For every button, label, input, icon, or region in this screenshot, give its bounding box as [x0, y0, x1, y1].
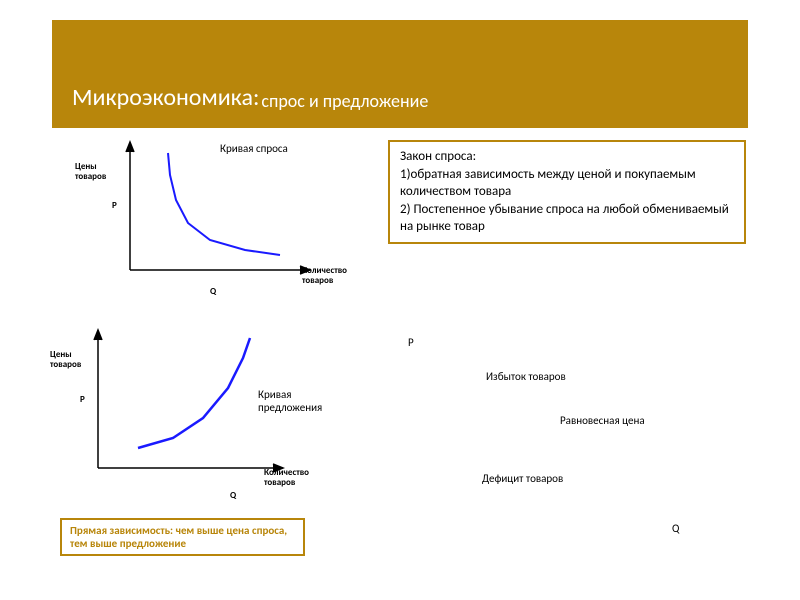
eq-q-label: Q [672, 522, 679, 535]
title-bar: Микроэкономика: спрос и предложение [52, 20, 748, 128]
law-item-2: 2) Постепенное убывание спроса на любой … [400, 201, 734, 236]
demand-x-label: Количество товаров [302, 266, 347, 286]
demand-p-label: P [112, 200, 117, 211]
supply-q-label: Q [230, 490, 236, 501]
title-sub: спрос и предложение [261, 90, 428, 112]
law-item-1: 1)обратная зависимость между ценой и пок… [400, 166, 734, 201]
demand-title: Кривая спроса [220, 142, 288, 155]
law-heading: Закон спроса: [400, 148, 734, 166]
footnote-text: Прямая зависимость: чем выше цена спроса… [70, 524, 287, 550]
eq-p-label: P [408, 336, 414, 349]
supply-title: Кривая предложения [258, 388, 322, 414]
eq-price: Равновесная цена [560, 414, 645, 427]
footnote-box: Прямая зависимость: чем выше цена спроса… [60, 518, 305, 556]
slide: Микроэкономика: спрос и предложение Зако… [0, 0, 800, 600]
supply-chart: Цены товаров P Кривая предложения Количе… [80, 328, 310, 498]
eq-deficit: Дефицит товаров [482, 472, 563, 485]
supply-x-label: Количество товаров [264, 468, 309, 488]
supply-y-label: Цены товаров [50, 350, 81, 370]
demand-chart-svg [120, 140, 330, 295]
law-of-demand-box: Закон спроса: 1)обратная зависимость меж… [388, 140, 746, 244]
title-main: Микроэкономика: [72, 83, 259, 112]
supply-p-label: P [80, 394, 85, 405]
demand-chart: Цены товаров P Кривая спроса Количество … [120, 140, 330, 295]
demand-q-label: Q [210, 286, 216, 297]
eq-surplus: Избыток товаров [486, 370, 566, 383]
demand-y-label: Цены товаров [75, 162, 106, 182]
